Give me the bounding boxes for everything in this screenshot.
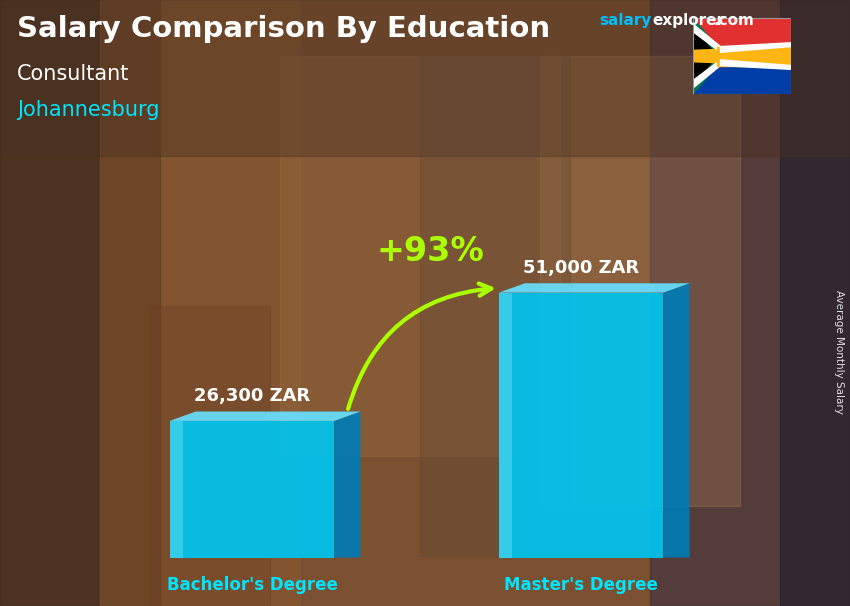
Text: Consultant: Consultant (17, 64, 129, 84)
Polygon shape (693, 24, 721, 52)
Bar (0, 0, 850, 156)
Bar (780, 0, 850, 606)
Text: salary: salary (599, 13, 652, 28)
Bar (650, 0, 850, 606)
Text: .com: .com (713, 13, 754, 28)
Bar (540, 56, 740, 506)
Text: Bachelor's Degree: Bachelor's Degree (167, 576, 337, 594)
Polygon shape (693, 60, 721, 88)
Bar (0, 0, 160, 606)
Bar (420, 56, 570, 556)
Polygon shape (721, 43, 790, 52)
Polygon shape (170, 421, 334, 558)
Text: 51,000 ZAR: 51,000 ZAR (523, 259, 639, 277)
Bar (280, 56, 560, 456)
Polygon shape (693, 47, 791, 65)
Polygon shape (334, 411, 360, 558)
Polygon shape (721, 60, 790, 69)
Polygon shape (170, 411, 360, 421)
Text: Master's Degree: Master's Degree (504, 576, 658, 594)
Polygon shape (717, 47, 790, 65)
Polygon shape (499, 283, 689, 293)
Polygon shape (693, 18, 725, 94)
Polygon shape (693, 28, 717, 84)
Polygon shape (499, 293, 663, 558)
Polygon shape (663, 283, 689, 558)
Text: Average Monthly Salary: Average Monthly Salary (834, 290, 844, 413)
Text: Salary Comparison By Education: Salary Comparison By Education (17, 15, 550, 43)
Bar (150, 306, 270, 606)
Text: Johannesburg: Johannesburg (17, 100, 160, 120)
Bar (693, 18, 791, 56)
Polygon shape (499, 293, 512, 558)
Bar (693, 56, 791, 94)
Text: +93%: +93% (377, 235, 484, 268)
Bar (100, 0, 300, 606)
Polygon shape (170, 421, 183, 558)
Text: 26,300 ZAR: 26,300 ZAR (194, 387, 310, 405)
Text: explorer: explorer (652, 13, 724, 28)
